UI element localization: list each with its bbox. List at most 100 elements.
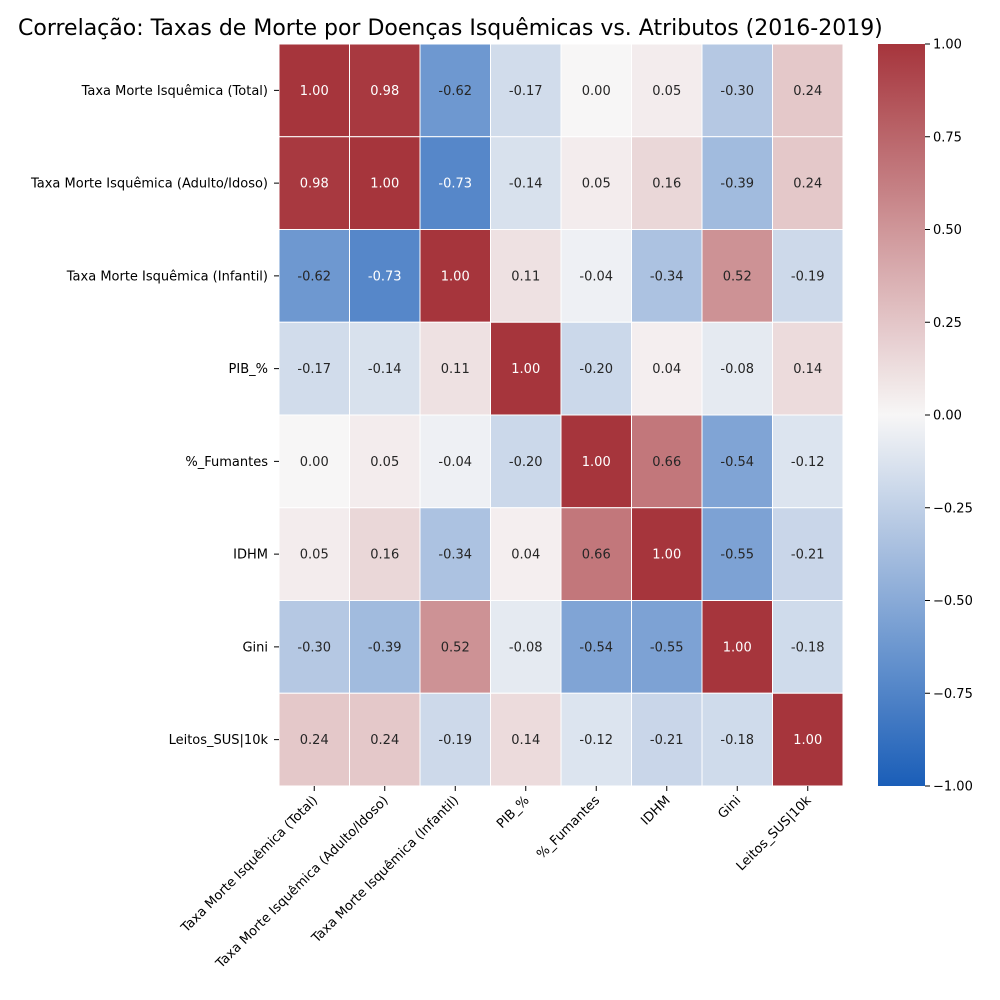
heatmap-cell-value: 0.11 — [511, 269, 540, 284]
heatmap-cell-value: 0.05 — [370, 455, 399, 470]
heatmap-cell-value: -0.08 — [720, 362, 754, 377]
heatmap-cell-labels: 1.00 0.98 -0.62 -0.17 0.00 0.05 -0.30 0.24 0.98 1… — [297, 84, 824, 748]
heatmap-cell — [349, 43, 421, 138]
heatmap-cell-value: 0.24 — [793, 84, 822, 99]
column-tick-labels: Taxa Morte Isquêmica (Total)Taxa Morte I… — [178, 786, 815, 972]
heatmap-cell — [701, 600, 773, 694]
colorbar-tick-label: 0.75 — [933, 130, 962, 145]
column-tick-label: Taxa Morte Isquêmica (Infantil) — [308, 793, 462, 947]
heatmap-cell-value: 0.00 — [582, 84, 611, 99]
heatmap-cell — [560, 321, 632, 416]
heatmap-cell-value: -0.62 — [297, 269, 331, 284]
colorbar-tick-label: −0.25 — [933, 501, 973, 516]
heatmap-cell — [490, 229, 562, 323]
row-tick-label: Taxa Morte Isquêmica (Total) — [81, 84, 268, 99]
colorbar: 1.00 0.75 0.50 0.25 0.00 −0.25 −0.50 −0.75 −1.00 — [878, 38, 973, 795]
heatmap-cell-value: -0.08 — [509, 640, 543, 655]
heatmap-cell-value: -0.34 — [438, 548, 472, 563]
heatmap-cell — [349, 507, 421, 601]
heatmap-cell-value: 0.16 — [370, 548, 399, 563]
heatmap-cell-value: 1.00 — [370, 177, 399, 192]
column-tick-label: Taxa Morte Isquêmica (Total) — [178, 793, 321, 936]
heatmap-cell-value: 0.24 — [793, 177, 822, 192]
heatmap-cell-value: -0.12 — [791, 455, 825, 470]
heatmap-cell — [701, 507, 773, 601]
colorbar-tick-label: 0.50 — [933, 223, 962, 238]
heatmap-cell — [490, 414, 562, 509]
heatmap-cell — [772, 600, 844, 694]
column-tick-label: Gini — [715, 793, 744, 822]
heatmap-cell-value: 0.14 — [511, 733, 540, 748]
heatmap-cell-value: -0.34 — [650, 269, 684, 284]
heatmap-cell — [419, 321, 491, 416]
heatmap-cell-value: 1.00 — [441, 269, 470, 284]
heatmap-cell — [560, 600, 632, 694]
heatmap-cell — [349, 136, 421, 230]
row-tick-label: IDHM — [233, 548, 268, 563]
heatmap-cells — [278, 43, 844, 787]
heatmap-cell — [419, 43, 491, 138]
heatmap-cell-value: 0.14 — [793, 362, 822, 377]
heatmap-cell-value: 0.98 — [300, 177, 329, 192]
heatmap-cell-value: 0.05 — [300, 548, 329, 563]
heatmap-cell-value: -0.39 — [720, 177, 754, 192]
heatmap-cell-value: 0.24 — [370, 733, 399, 748]
row-tick-labels: Taxa Morte Isquêmica (Total) Taxa Morte I… — [30, 84, 279, 748]
heatmap-cell — [560, 43, 632, 138]
heatmap-cell — [560, 414, 632, 509]
heatmap-cell-value: 1.00 — [300, 84, 329, 99]
row-tick-label: Taxa Morte Isquêmica (Infantil) — [66, 269, 268, 284]
heatmap-cell — [278, 600, 350, 694]
heatmap-cell — [419, 414, 491, 509]
heatmap-cell — [419, 507, 491, 601]
heatmap-cell-value: -0.14 — [368, 362, 402, 377]
column-tick-label: IDHM — [638, 793, 673, 828]
heatmap-cell — [631, 507, 703, 601]
heatmap-cell — [631, 414, 703, 509]
heatmap-cell-value: -0.19 — [438, 733, 472, 748]
heatmap-cell-value: -0.04 — [438, 455, 472, 470]
heatmap-cell-value: 0.05 — [582, 177, 611, 192]
heatmap-cell-value: -0.21 — [791, 548, 825, 563]
row-tick-label: %_Fumantes — [185, 455, 268, 470]
heatmap-cell-value: 0.66 — [652, 455, 681, 470]
heatmap-cell-value: 0.11 — [441, 362, 470, 377]
heatmap-cell-value: -0.54 — [720, 455, 754, 470]
heatmap-cell-value: 1.00 — [511, 362, 540, 377]
heatmap-cell — [631, 136, 703, 230]
heatmap-cell-value: -0.17 — [297, 362, 331, 377]
heatmap-cell — [772, 692, 844, 787]
heatmap-cell — [560, 229, 632, 323]
heatmap-cell — [560, 692, 632, 787]
heatmap-cell-value: 1.00 — [793, 733, 822, 748]
column-tick-label: PIB_% — [494, 793, 533, 832]
heatmap-cell-value: -0.19 — [791, 269, 825, 284]
heatmap-cell — [349, 229, 421, 323]
colorbar-tick-label: 0.00 — [933, 409, 962, 424]
colorbar-tick-label: −0.50 — [933, 594, 973, 609]
row-tick-label: Leitos_SUS|10k — [169, 733, 269, 748]
heatmap-cell-value: 0.52 — [723, 269, 752, 284]
colorbar-tick-label: 0.25 — [933, 316, 962, 331]
heatmap-cell — [772, 229, 844, 323]
heatmap-cell-value: -0.39 — [368, 640, 402, 655]
heatmap-cell-value: 0.24 — [300, 733, 329, 748]
heatmap-cell-value: 1.00 — [723, 640, 752, 655]
heatmap-cell — [772, 136, 844, 230]
row-tick-label: Taxa Morte Isquêmica (Adulto/Idoso) — [30, 177, 268, 192]
heatmap-cell — [490, 43, 562, 138]
chart-title: Correlação: Taxas de Morte por Doenças I… — [18, 16, 883, 41]
heatmap-cell-value: 0.00 — [300, 455, 329, 470]
heatmap-cell-value: 1.00 — [652, 548, 681, 563]
heatmap-cell-value: -0.18 — [720, 733, 754, 748]
heatmap-cell — [278, 321, 350, 416]
heatmap-cell-value: 0.66 — [582, 548, 611, 563]
heatmap-cell-value: -0.55 — [720, 548, 754, 563]
heatmap-cell — [701, 321, 773, 416]
heatmap-cell-value: -0.21 — [650, 733, 684, 748]
heatmap-cell-value: -0.14 — [509, 177, 543, 192]
heatmap-cell — [419, 692, 491, 787]
colorbar-tick-label: −1.00 — [933, 780, 973, 795]
heatmap-cell-value: -0.73 — [438, 177, 472, 192]
